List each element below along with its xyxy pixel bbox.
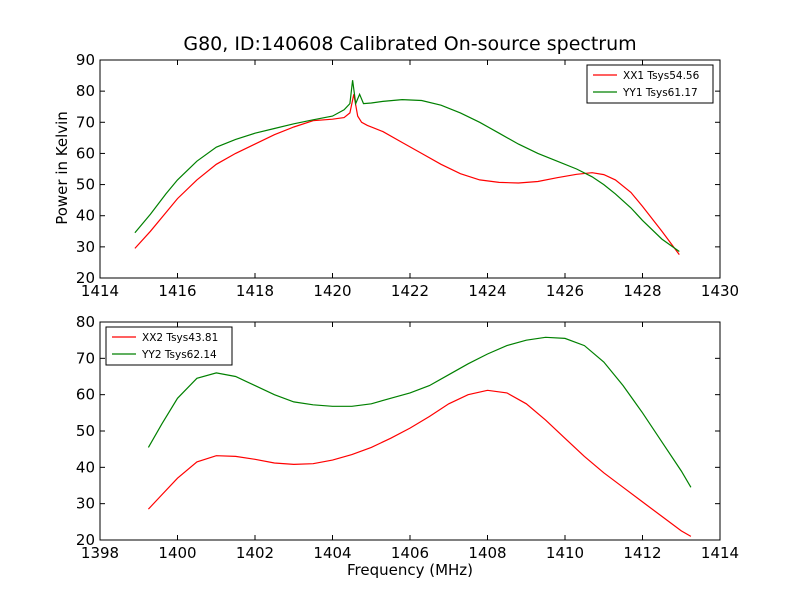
panel2-legend-box <box>105 326 233 366</box>
panel2-x-tick-label: 1398 <box>81 544 119 562</box>
figure-title: G80, ID:140608 Calibrated On-source spec… <box>183 33 637 55</box>
panel1-y-tick-label: 40 <box>76 207 95 225</box>
panel1-x-tick-label: 1420 <box>313 282 351 300</box>
panel1-legend-label-1: XX1 Tsys54.56 <box>623 70 700 82</box>
panel2-x-tick-label: 1414 <box>701 544 739 562</box>
panel2-x-tick-label: 1408 <box>468 544 506 562</box>
panel1-legend-box <box>586 64 714 104</box>
panel1-y-tick-label: 70 <box>76 113 95 131</box>
panel2-x-tick-label: 1412 <box>623 544 661 562</box>
panel2-x-tick-label: 1406 <box>391 544 429 562</box>
panel2-legend-label-2: YY2 Tsys62.14 <box>141 349 217 361</box>
panel2-x-tick-label: 1402 <box>236 544 274 562</box>
panel2-x-tick-label: 1404 <box>313 544 351 562</box>
panel2-x-tick-label: 1400 <box>158 544 196 562</box>
panel2-x-tick-label: 1410 <box>546 544 584 562</box>
panel2-y-tick-label: 80 <box>76 313 95 331</box>
x-axis-label: Frequency (MHz) <box>346 561 474 579</box>
panel1-x-tick-label: 1424 <box>468 282 506 300</box>
panel1-x-tick-label: 1430 <box>701 282 739 300</box>
panel1-x-tick-label: 1416 <box>158 282 196 300</box>
panel1-y-tick-label: 90 <box>76 51 95 69</box>
panel1-y-tick-label: 20 <box>76 269 95 287</box>
panel2-series-2-line <box>147 336 692 488</box>
panel2-y-tick-label: 60 <box>76 386 95 404</box>
panel2-y-tick-label: 70 <box>76 349 95 367</box>
panel1-y-tick-label: 50 <box>76 176 95 194</box>
panel1-legend-label-2: YY1 Tsys61.17 <box>622 87 698 99</box>
panel1-series-1-line <box>134 94 680 255</box>
panel1-series-2-line <box>134 80 680 252</box>
panel1-x-tick-label: 1414 <box>81 282 119 300</box>
panel1-x-tick-label: 1428 <box>623 282 661 300</box>
panel2-series-1-line <box>147 389 692 537</box>
panel1-x-tick-label: 1426 <box>546 282 584 300</box>
panel2-y-tick-label: 50 <box>76 422 95 440</box>
panel2-y-tick-label: 40 <box>76 458 95 476</box>
panel1-y-tick-label: 30 <box>76 238 95 256</box>
y-axis-label: Power in Kelvin <box>53 111 71 225</box>
panel1-y-tick-label: 60 <box>76 144 95 162</box>
panel2-y-tick-label: 30 <box>76 495 95 513</box>
panel1-y-tick-label: 80 <box>76 82 95 100</box>
panel1-x-tick-label: 1422 <box>391 282 429 300</box>
panel2-y-tick-label: 20 <box>76 531 95 549</box>
panel1-x-tick-label: 1418 <box>236 282 274 300</box>
panel2-legend-label-1: XX2 Tsys43.81 <box>142 332 218 344</box>
